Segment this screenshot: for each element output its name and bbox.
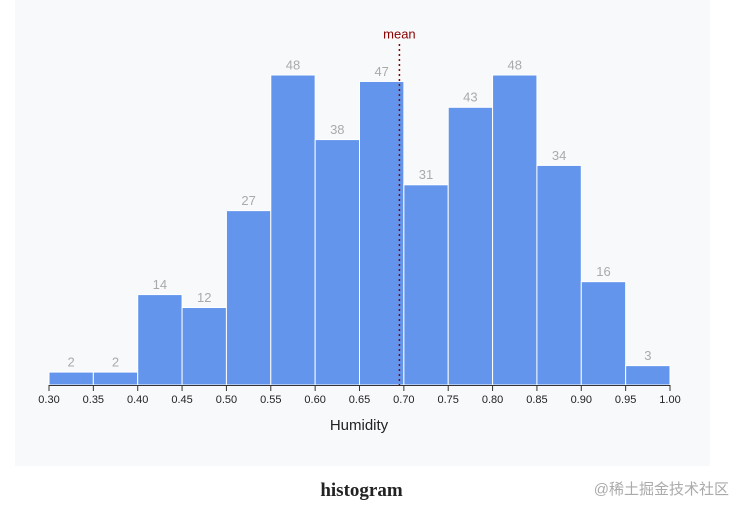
x-tick-label: 1.00 [659, 394, 680, 406]
bar [181, 307, 227, 386]
bar [359, 80, 405, 386]
bar [580, 281, 627, 386]
value-label: 14 [153, 277, 167, 292]
bar [225, 210, 272, 386]
bar [92, 371, 139, 386]
x-tick-label: 0.95 [615, 394, 636, 406]
x-tick-label: 0.50 [216, 394, 237, 406]
x-tick-label: 0.40 [127, 394, 148, 406]
bar [48, 371, 94, 386]
value-label: 47 [374, 64, 388, 79]
x-tick-label: 0.65 [349, 394, 370, 406]
bar [447, 106, 494, 386]
x-tick-label: 0.90 [571, 394, 592, 406]
bar [137, 294, 183, 386]
value-label: 38 [330, 122, 344, 137]
value-label: 2 [68, 355, 75, 370]
x-tick-label: 0.60 [304, 394, 325, 406]
x-tick-label: 0.85 [526, 394, 547, 406]
bar [403, 184, 449, 386]
bar [492, 74, 538, 386]
x-tick-label: 0.30 [38, 394, 59, 406]
x-tick-label: 0.75 [438, 394, 459, 406]
value-label: 34 [552, 148, 566, 163]
x-tick-label: 0.45 [171, 394, 192, 406]
chart: Humidity 2 2 14 12 27 48 38 47 31 43 48 34 16 3 0.30 0.… [38, 26, 681, 434]
mean-label: mean [383, 26, 416, 41]
value-label: 3 [644, 348, 651, 363]
bar [625, 365, 671, 386]
value-label: 12 [197, 290, 211, 305]
x-tick-label: 0.35 [83, 394, 104, 406]
x-tick-label: 0.80 [482, 394, 503, 406]
bar [270, 74, 316, 386]
value-label: 48 [508, 57, 522, 72]
x-tick-label: 0.70 [393, 394, 414, 406]
bar [536, 164, 582, 386]
value-label: 31 [419, 167, 433, 182]
bar [314, 139, 360, 386]
value-label: 16 [596, 264, 610, 279]
value-label: 27 [241, 193, 255, 208]
value-label: 43 [463, 90, 477, 105]
watermark: @稀土掘金技术社区 [593, 481, 729, 498]
value-label: 48 [286, 57, 300, 72]
value-label: 2 [112, 355, 119, 370]
x-tick-label: 0.55 [260, 394, 281, 406]
caption: histogram [320, 480, 403, 501]
x-axis-label: Humidity [330, 417, 389, 434]
